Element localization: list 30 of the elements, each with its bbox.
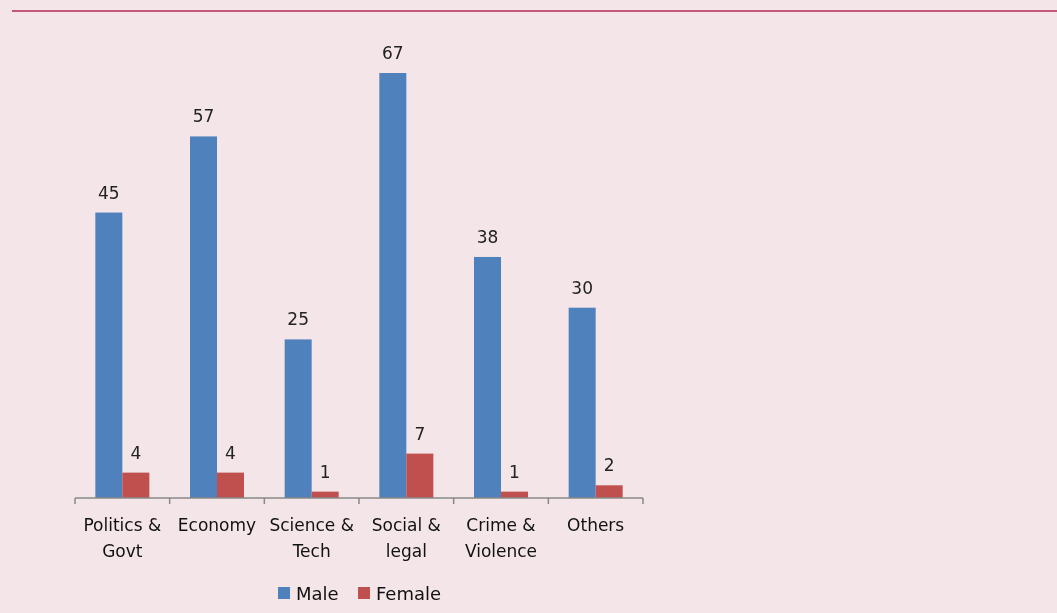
x-tick-label: Science & Tech — [269, 515, 354, 561]
bar — [595, 485, 623, 498]
bar — [474, 256, 501, 498]
data-label: 30 — [571, 277, 593, 298]
data-label: 4 — [130, 442, 142, 463]
data-label: 1 — [509, 461, 520, 482]
x-tick-label: Crime & Violence — [464, 515, 538, 561]
data-label: 38 — [476, 226, 499, 247]
bar — [95, 212, 123, 498]
legend-label: Male — [296, 583, 339, 604]
bar — [217, 472, 244, 498]
bar — [284, 339, 312, 498]
x-tick-label: Others — [567, 515, 625, 535]
bar — [406, 453, 434, 498]
data-label: 25 — [287, 309, 309, 330]
x-tick-label: Social & legal — [371, 515, 441, 561]
data-label: 67 — [382, 43, 404, 63]
bar — [122, 472, 150, 498]
bar — [190, 136, 217, 498]
legend-label: Female — [376, 583, 442, 604]
x-tick-label: Politics & Govt — [83, 515, 162, 561]
bar — [568, 307, 596, 498]
data-label: 57 — [192, 106, 215, 127]
data-label: 45 — [98, 182, 120, 203]
x-tick-label: Economy — [177, 515, 257, 535]
data-label: 2 — [603, 455, 615, 476]
data-label: 7 — [414, 423, 426, 444]
data-label: 1 — [319, 461, 331, 482]
bar — [379, 73, 407, 498]
data-label: 4 — [225, 442, 236, 463]
